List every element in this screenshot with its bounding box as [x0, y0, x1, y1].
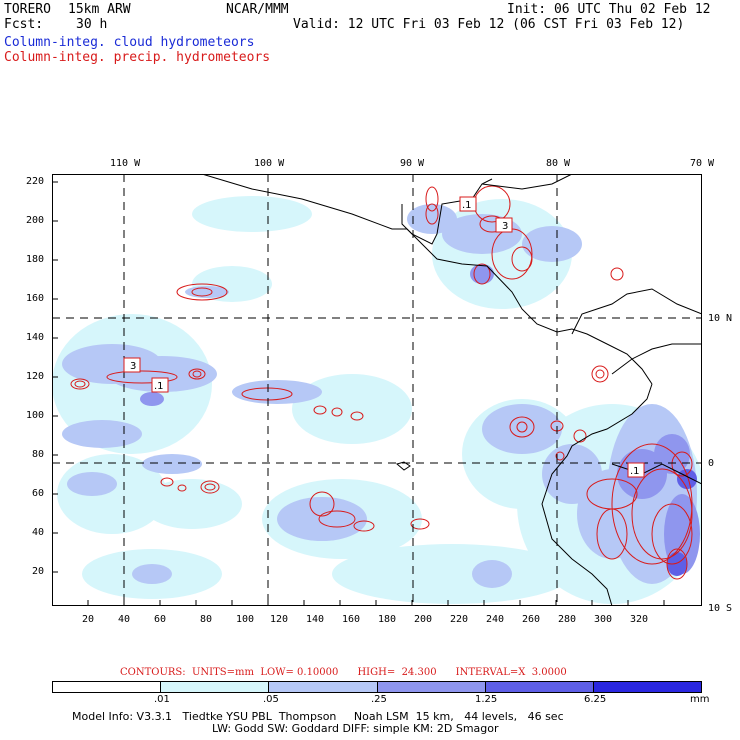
y-tick: 160: [26, 293, 45, 304]
x-tick: 240: [486, 614, 505, 625]
x-tick: 260: [522, 614, 541, 625]
cloud-shading: [52, 196, 702, 604]
field-precip-title: Column-integ. precip. hydrometeors: [4, 50, 271, 65]
x-tick: 20: [82, 614, 95, 625]
x-tick: 180: [378, 614, 397, 625]
x-tick: 160: [342, 614, 361, 625]
lat-label-10s: 10 S: [708, 603, 733, 614]
legend-colorbar: [52, 681, 702, 693]
legend-label: .25: [371, 694, 387, 705]
legend-label: .01: [154, 694, 170, 705]
x-tick: 220: [450, 614, 469, 625]
map-frame: [52, 174, 702, 606]
x-tick: 40: [118, 614, 131, 625]
legend-units: mm: [690, 694, 710, 705]
precip-contours: [70, 185, 693, 580]
legend-swatch: [377, 682, 486, 692]
x-tick: 100: [236, 614, 255, 625]
contour-label: .1: [154, 381, 164, 392]
run-name: TORERO: [4, 2, 51, 17]
contour-label: .1: [462, 200, 472, 211]
contour-label: 3: [130, 361, 136, 372]
model-name: 15km ARW: [68, 2, 131, 17]
y-tick: 20: [32, 566, 45, 577]
x-tick: 320: [630, 614, 649, 625]
valid-time: Valid: 12 UTC Fri 03 Feb 12 (06 CST Fri …: [293, 17, 685, 32]
x-tick: 60: [154, 614, 167, 625]
contour-labels: .1 3 .1 3 .1: [123, 196, 645, 478]
y-tick: 100: [26, 410, 45, 421]
contour-label: .1: [630, 466, 640, 477]
model-info-line1: Model Info: V3.3.1 Tiedtke YSU PBL Thomp…: [72, 710, 564, 723]
y-tick: 120: [26, 371, 45, 382]
y-tick: 220: [26, 176, 45, 187]
y-tick: 180: [26, 254, 45, 265]
fcst-label: Fcst:: [4, 17, 44, 32]
grid-lines: [52, 174, 702, 606]
legend-label: .05: [263, 694, 279, 705]
lon-label-90w: 90 W: [400, 158, 425, 169]
x-tick: 280: [558, 614, 577, 625]
y-tick: 80: [32, 449, 45, 460]
y-tick: 60: [32, 488, 45, 499]
field-cloud-title: Column-integ. cloud hydrometeors: [4, 35, 255, 50]
coastlines: [201, 174, 702, 606]
fcst-value: 30 h: [76, 17, 108, 32]
contours-info: CONTOURS: UNITS=mm LOW= 0.10000 HIGH= 24…: [120, 667, 567, 678]
x-tick: 200: [414, 614, 433, 625]
hydrometeor-map: .1 3 .1 3 .1: [52, 174, 702, 606]
legend-label: 6.25: [584, 694, 607, 705]
lat-label-10n: 10 N: [708, 313, 733, 324]
lon-label-110w: 110 W: [110, 158, 141, 169]
legend-swatch: [269, 682, 378, 692]
x-tick: 140: [306, 614, 325, 625]
lon-label-100w: 100 W: [254, 158, 285, 169]
y-tick: 140: [26, 332, 45, 343]
legend-swatch: [593, 682, 702, 692]
x-tick: 80: [200, 614, 213, 625]
x-tick: 300: [594, 614, 613, 625]
init-time: Init: 06 UTC Thu 02 Feb 12: [507, 2, 711, 17]
legend-swatch: [161, 682, 270, 692]
lon-label-80w: 80 W: [546, 158, 571, 169]
axis-ticks: [52, 181, 665, 606]
model-info: Model Info: V3.3.1 Tiedtke YSU PBL Thomp…: [72, 711, 564, 735]
y-tick: 40: [32, 527, 45, 538]
lat-label-0: 0: [708, 458, 715, 469]
lon-label-70w: 70 W: [690, 158, 715, 169]
x-tick: 120: [270, 614, 289, 625]
org-name: NCAR/MMM: [226, 2, 289, 17]
y-tick: 200: [26, 215, 45, 226]
legend-swatch: [53, 682, 162, 692]
legend-label: 1.25: [475, 694, 498, 705]
model-info-line2: LW: Godd SW: Goddard DIFF: simple KM: 2D…: [212, 722, 499, 735]
contour-label: 3: [502, 221, 508, 232]
legend-swatch: [485, 682, 594, 692]
